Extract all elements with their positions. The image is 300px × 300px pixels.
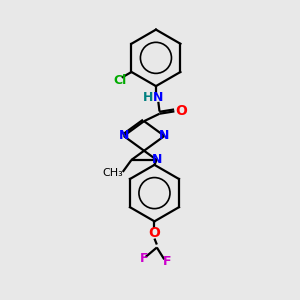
Text: F: F <box>140 252 148 265</box>
Text: N: N <box>152 153 162 167</box>
Text: Cl: Cl <box>114 74 127 86</box>
Text: H: H <box>142 91 153 104</box>
Text: N: N <box>118 130 129 142</box>
Text: F: F <box>163 255 172 268</box>
Text: N: N <box>159 130 170 142</box>
Text: CH₃: CH₃ <box>103 168 124 178</box>
Text: N: N <box>153 91 164 104</box>
Text: O: O <box>175 104 187 118</box>
Text: O: O <box>148 226 160 240</box>
